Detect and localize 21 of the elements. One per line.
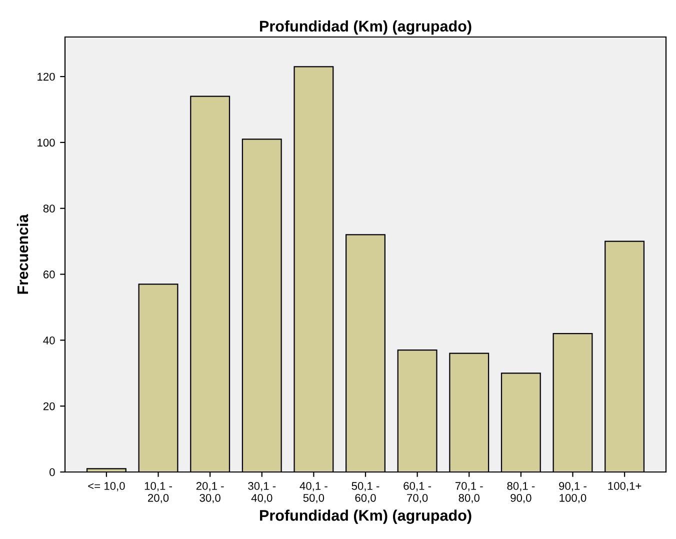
- y-tick-label: 80: [43, 204, 55, 212]
- x-tick-label: 20,1 - 30,0: [196, 482, 224, 504]
- y-tick-label: 100: [38, 138, 55, 147]
- x-tick-label: 40,1 - 50,0: [300, 482, 328, 504]
- x-tick-label: 60,1 - 70,0: [404, 482, 432, 504]
- x-tick-label: 70,1 - 80,0: [455, 482, 483, 504]
- x-tick-label: 50,1 - 60,0: [352, 482, 380, 504]
- x-tick-label: <= 10,0: [88, 482, 125, 492]
- y-tick-label: 20: [43, 402, 55, 410]
- y-tick-label: 60: [43, 270, 55, 278]
- x-axis-title: Profundidad (Km) (agrupado): [260, 510, 472, 524]
- x-tick-label: 80,1 - 90,0: [507, 482, 535, 504]
- x-tick-label: 100,1+: [608, 482, 642, 492]
- x-tick-label: 90,1 - 100,0: [559, 482, 586, 504]
- y-tick-label: 120: [38, 72, 55, 81]
- chart-title: Profundidad (Km) (agrupado): [260, 20, 472, 35]
- y-axis-title: Frecuencia: [16, 214, 28, 294]
- x-tick-label: 10,1 - 20,0: [144, 482, 172, 504]
- y-tick-label: 40: [43, 336, 55, 344]
- x-tick-label: 30,1 - 40,0: [248, 482, 276, 504]
- y-tick-label: 0: [50, 468, 55, 476]
